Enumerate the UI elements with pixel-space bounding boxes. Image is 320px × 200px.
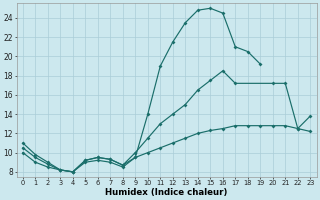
X-axis label: Humidex (Indice chaleur): Humidex (Indice chaleur) xyxy=(105,188,228,197)
